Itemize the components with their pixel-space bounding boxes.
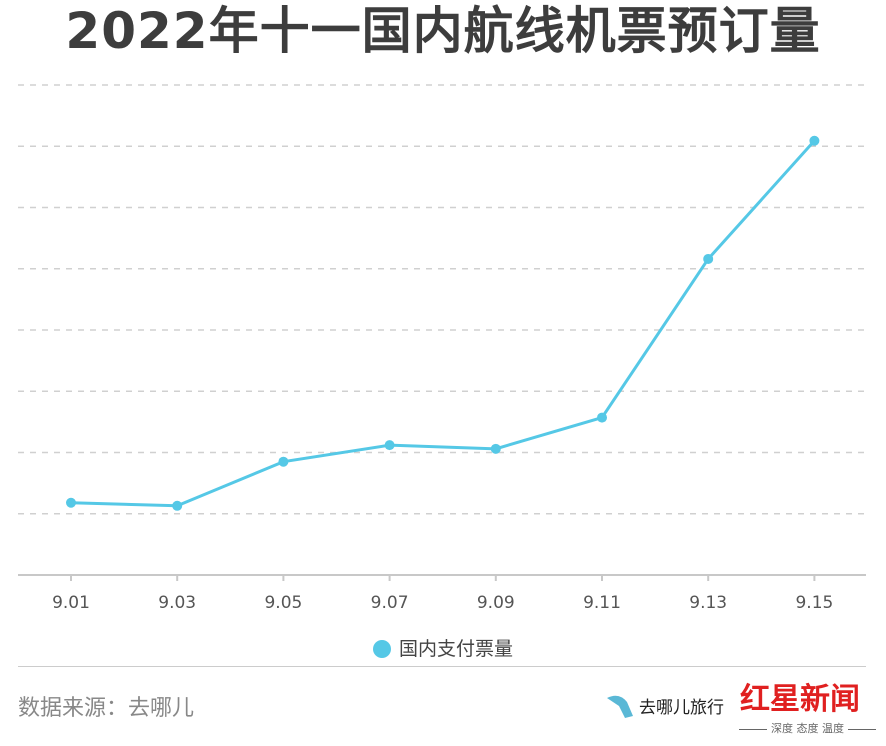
x-tick-label: 9.09: [477, 593, 515, 613]
data-point: [172, 500, 183, 511]
x-tick-label: 9.05: [264, 593, 302, 613]
slogan-line-right: [848, 728, 876, 730]
bird-icon: [607, 695, 633, 718]
logo-slogan: 深度 态度 温度: [735, 722, 880, 736]
legend-label: 国内支付票量: [398, 638, 513, 660]
x-tick-label: 9.07: [371, 593, 409, 613]
data-point: [384, 440, 395, 451]
x-tick-label: 9.15: [795, 593, 833, 613]
data-point: [278, 456, 289, 467]
legend: 国内支付票量: [0, 634, 886, 661]
data-point: [809, 135, 820, 146]
slogan-line-left: [739, 728, 767, 730]
data-point: [490, 443, 501, 454]
data-point: [597, 412, 607, 423]
data-source: 数据来源：去哪儿: [18, 696, 195, 721]
x-tick-label: 9.01: [52, 593, 90, 613]
divider: [18, 666, 866, 667]
x-tick-label: 9.11: [583, 593, 621, 613]
data-point: [703, 253, 714, 264]
partner-name: 去哪儿旅行: [639, 697, 724, 718]
x-tick-label: 9.03: [158, 593, 196, 613]
line-chart: 9.01 9.03 9.05 9.07 9.09 9.11 9.13 9.15: [18, 84, 866, 613]
chart-title: 2022年十一国内航线机票预订量: [65, 2, 821, 60]
legend-marker: [372, 640, 391, 658]
series-line: [70, 139, 816, 508]
slogan-text: 深度 态度 温度: [771, 722, 844, 735]
x-tick-label: 9.13: [689, 593, 727, 613]
data-point: [66, 497, 76, 508]
partner-logo: 去哪儿旅行: [605, 692, 724, 718]
logo-text: 红星新闻: [740, 682, 860, 717]
